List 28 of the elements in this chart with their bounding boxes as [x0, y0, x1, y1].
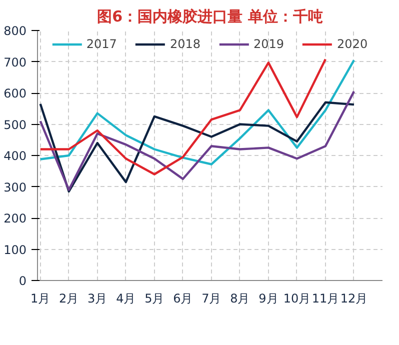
x-tick-label: 12月 — [340, 292, 368, 306]
x-tick-label: 4月 — [116, 292, 136, 306]
x-tick-label: 3月 — [88, 292, 108, 306]
x-tick-label: 7月 — [202, 292, 222, 306]
y-tick-label: 400 — [4, 149, 26, 163]
x-tick-label: 9月 — [258, 292, 278, 306]
chart-title: 图6：国内橡胶进口量 单位：千吨 — [97, 8, 323, 26]
y-tick-label: 300 — [4, 180, 26, 194]
line-series — [39, 59, 356, 166]
y-tick-label: 100 — [4, 242, 26, 257]
x-tick-label: 2月 — [59, 292, 79, 306]
x-tick-label: 11月 — [312, 292, 340, 306]
legend-label: 2020 — [337, 37, 368, 51]
x-tick-label: 6月 — [173, 292, 193, 306]
legend-label: 2019 — [254, 37, 284, 51]
x-tick-label: 5月 — [144, 292, 164, 306]
x-tick-label: 8月 — [230, 292, 250, 306]
x-tick-label: 1月 — [30, 292, 50, 306]
y-tick-label: 500 — [4, 118, 26, 132]
legend-label: 2017 — [86, 37, 117, 51]
y-tick-label: 600 — [4, 86, 26, 100]
line-series — [39, 58, 327, 176]
legend-label: 2018 — [170, 37, 200, 51]
y-tick-label: 800 — [4, 24, 26, 38]
y-tick-label: 0 — [18, 274, 27, 288]
y-tick-label: 700 — [4, 55, 26, 70]
y-tick-label: 200 — [4, 212, 26, 226]
x-tick-label: 10月 — [283, 292, 311, 306]
